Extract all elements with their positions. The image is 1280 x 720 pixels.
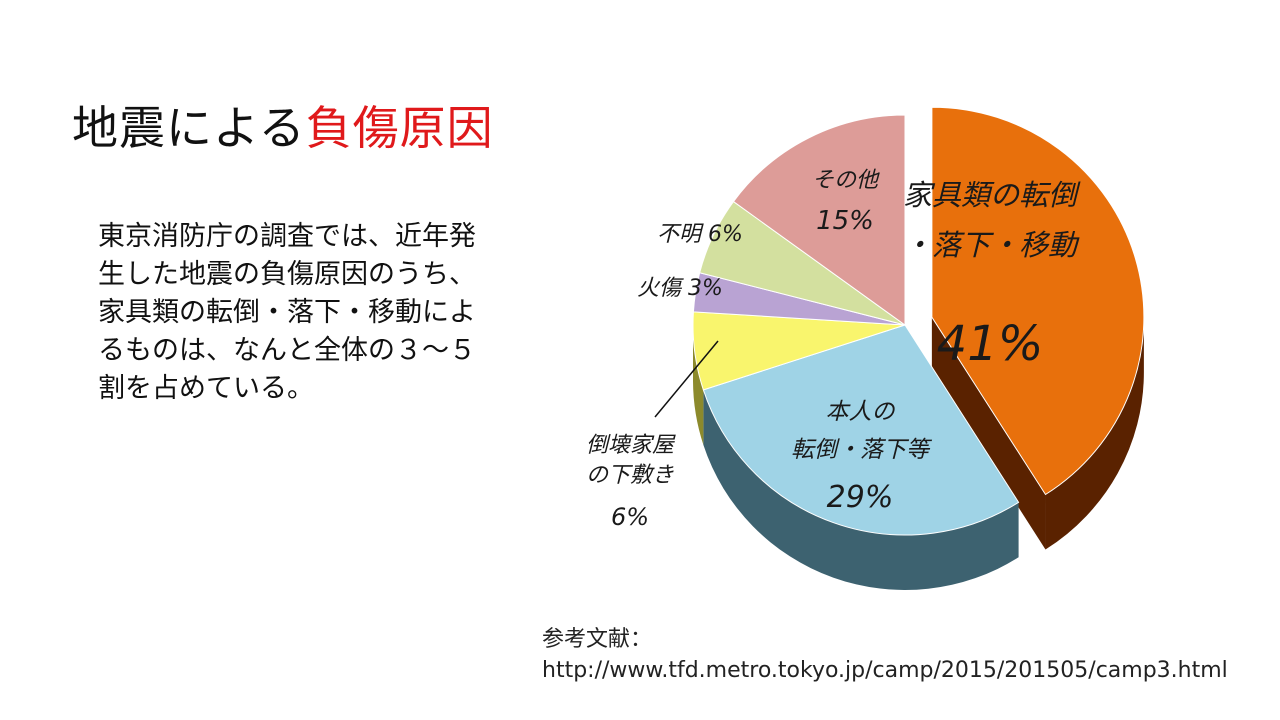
slice-label-1-1: 転倒・落下等 <box>791 437 933 463</box>
body-text: 東京消防庁の調査では、近年発生した地震の負傷原因のうち、家具類の転倒・落下・移動… <box>98 221 476 404</box>
slice-label-4-0: 不明 6% <box>657 222 743 247</box>
pie-slice-0 <box>931 106 1145 496</box>
slice-value-5: 15% <box>816 206 874 236</box>
slide-title-main: 地震による <box>72 101 306 155</box>
pie-slice-5 <box>732 114 906 326</box>
pie-slice-side-2 <box>693 325 704 445</box>
pie-slice-side-0 <box>1045 317 1144 550</box>
slice-label-0-0: 家具類の転倒 <box>903 178 1081 212</box>
pie-slice-cut-0 <box>931 317 1046 550</box>
slice-label-2-1: の下敷き <box>586 463 674 488</box>
slice-label-3-0: 火傷 3% <box>637 276 723 301</box>
reference-label: 参考文献： <box>542 627 653 652</box>
slice-value-0: 41% <box>937 316 1044 372</box>
slice-label-5-0: その他 <box>812 168 880 193</box>
slide-title-accent: 負傷原因 <box>305 101 494 155</box>
reference-url[interactable]: http://www.tfd.metro.tokyo.jp/camp/2015/… <box>542 658 1228 683</box>
pie-slice-side-1 <box>703 389 1019 590</box>
leader-line-2 <box>654 340 719 418</box>
pie-slice-1 <box>702 324 1020 536</box>
slice-value-1: 29% <box>827 480 894 515</box>
slice-label-0-1: ・落下・移動 <box>903 228 1080 262</box>
slice-label-1-0: 本人の <box>826 399 897 425</box>
slice-label-2-0: 倒壊家屋 <box>586 433 676 458</box>
slide-title: 地震による負傷原因 <box>72 96 494 160</box>
injury-cause-pie-chart: 家具類の転倒 ・落下・移動 41% 本人の転倒・落下等 29% 倒壊家屋の下敷き 6% 火傷 … <box>560 95 1180 630</box>
slice-value-2: 6% <box>611 503 649 531</box>
reference: 参考文献： http://www.tfd.metro.tokyo.jp/camp… <box>542 624 1228 686</box>
